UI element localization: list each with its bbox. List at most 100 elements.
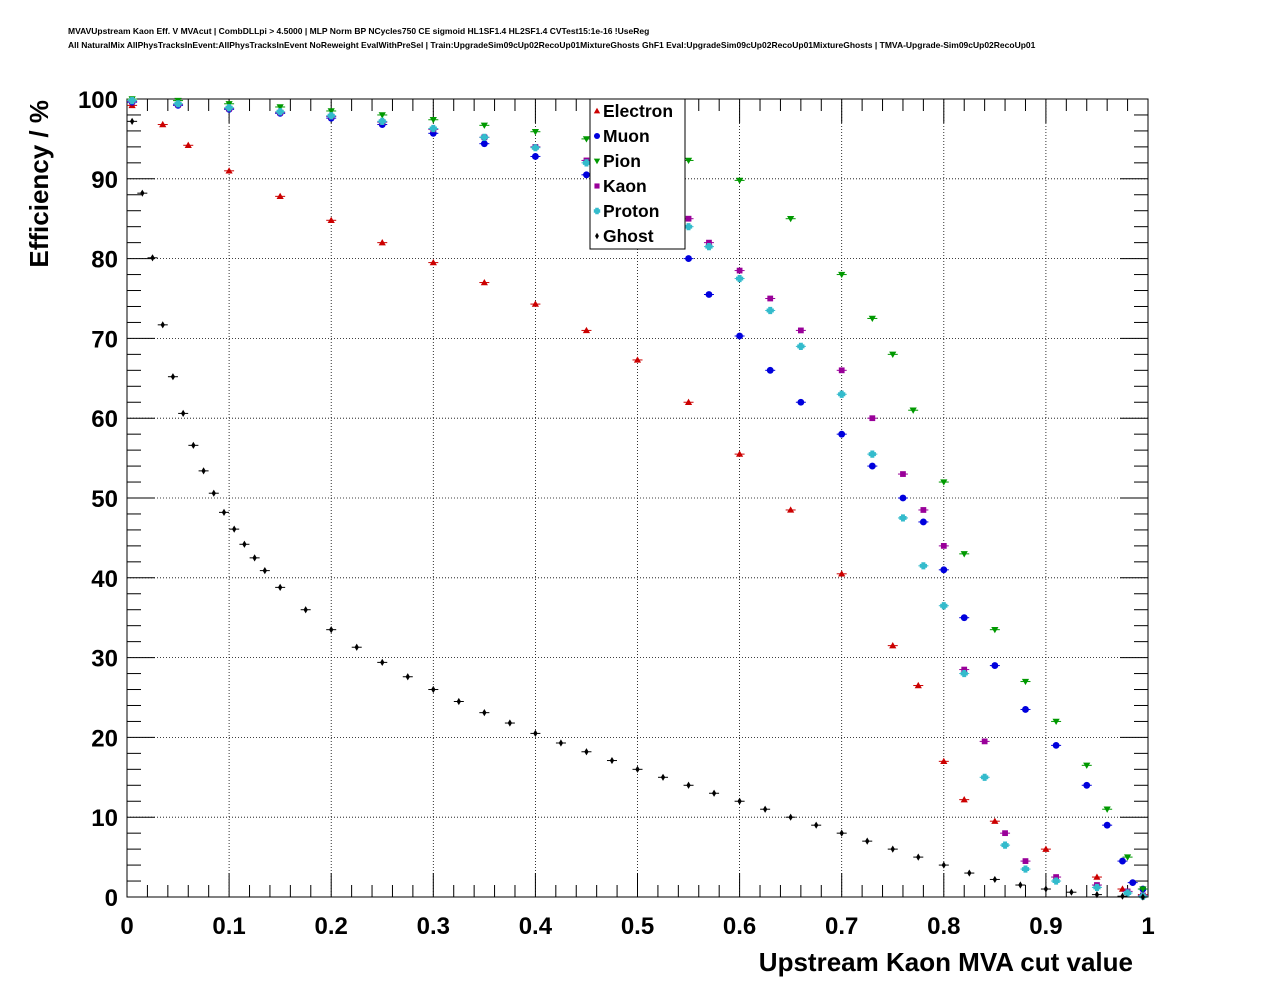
data-point-electron bbox=[531, 300, 539, 307]
y-tick-label: 100 bbox=[78, 87, 118, 114]
data-point-ghost bbox=[1018, 881, 1023, 889]
data-point-ghost bbox=[686, 781, 691, 789]
data-point-electron bbox=[276, 192, 284, 200]
data-point-muon bbox=[1022, 706, 1029, 713]
data-point-ghost bbox=[1120, 892, 1125, 900]
data-point-electron bbox=[736, 450, 744, 457]
data-point-proton bbox=[480, 133, 488, 141]
data-point-ghost bbox=[711, 789, 717, 797]
data-point-muon bbox=[480, 140, 488, 148]
data-point-ghost bbox=[221, 508, 227, 516]
x-tick-label: 1 bbox=[1141, 913, 1154, 940]
data-point-ghost bbox=[329, 626, 334, 634]
data-point-electron bbox=[787, 506, 795, 513]
y-tick-label: 60 bbox=[91, 406, 118, 433]
data-point-electron bbox=[582, 326, 591, 334]
data-point-pion bbox=[1021, 678, 1030, 686]
data-point-kaon bbox=[1002, 830, 1008, 837]
y-tick-labels: 0 10 20 30 40 50 60 70 80 90 100 bbox=[78, 87, 118, 912]
x-tick-label: 0.5 bbox=[621, 913, 654, 940]
data-point-muon bbox=[1103, 821, 1111, 829]
data-point-proton bbox=[981, 773, 989, 781]
data-point-muon bbox=[705, 291, 713, 298]
data-point-muon bbox=[685, 255, 692, 263]
data-point-proton bbox=[960, 669, 968, 678]
data-point-ghost bbox=[1069, 888, 1074, 896]
data-point-ghost bbox=[180, 409, 186, 418]
legend-label-proton: Proton bbox=[603, 201, 659, 221]
data-point-ghost bbox=[354, 643, 359, 651]
legend-label-ghost: Ghost bbox=[603, 226, 654, 246]
data-point-muon bbox=[1129, 879, 1137, 887]
legend-label-pion: Pion bbox=[603, 151, 641, 171]
data-point-ghost bbox=[967, 869, 972, 877]
data-point-muon bbox=[919, 518, 927, 526]
data-point-ghost bbox=[916, 853, 921, 861]
data-point-ghost bbox=[1140, 893, 1146, 901]
data-point-proton bbox=[1021, 865, 1030, 873]
data-point-electron bbox=[327, 216, 335, 223]
x-tick-label: 0.1 bbox=[212, 913, 245, 940]
data-point-kaon bbox=[1022, 858, 1029, 864]
data-point-electron bbox=[1118, 885, 1127, 892]
data-point-pion bbox=[960, 551, 968, 558]
data-point-ghost bbox=[507, 719, 513, 727]
data-point-electron bbox=[225, 167, 233, 174]
data-point-pion bbox=[1139, 886, 1147, 893]
data-point-ghost bbox=[1043, 885, 1049, 893]
y-axis-title: Efficiency / % bbox=[24, 100, 54, 268]
data-point-pion bbox=[531, 129, 539, 136]
data-point-proton bbox=[174, 100, 182, 108]
data-point-pion bbox=[889, 351, 897, 358]
data-point-pion bbox=[582, 136, 591, 143]
data-point-pion bbox=[868, 315, 876, 323]
x-tick-label: 0.7 bbox=[825, 913, 858, 940]
data-point-kaon bbox=[685, 215, 692, 222]
legend-marker-pion bbox=[593, 158, 601, 165]
data-point-kaon bbox=[1053, 874, 1059, 880]
data-point-pion bbox=[276, 104, 284, 111]
x-tick-label: 0.3 bbox=[417, 913, 450, 940]
y-tick-label: 50 bbox=[91, 486, 118, 513]
data-point-ghost bbox=[584, 748, 589, 756]
x-tick-label: 0.6 bbox=[723, 913, 756, 940]
data-point-ghost bbox=[303, 606, 308, 614]
x-axis-title: Upstream Kaon MVA cut value bbox=[759, 947, 1133, 977]
data-point-pion bbox=[429, 117, 437, 124]
data-point-muon bbox=[960, 614, 968, 622]
data-point-ghost bbox=[456, 697, 461, 706]
data-point-proton bbox=[684, 223, 693, 231]
y-tick-label: 20 bbox=[91, 725, 118, 752]
x-tick-label: 0.2 bbox=[315, 913, 348, 940]
data-point-pion bbox=[480, 122, 488, 129]
data-point-kaon bbox=[706, 239, 712, 246]
data-point-ghost bbox=[660, 773, 666, 781]
series-proton bbox=[127, 96, 1148, 900]
data-point-kaon bbox=[920, 507, 927, 513]
data-point-proton bbox=[1001, 841, 1009, 849]
data-point-proton bbox=[919, 562, 927, 570]
data-point-ghost bbox=[150, 254, 155, 262]
data-point-kaon bbox=[736, 267, 743, 274]
data-point-electron bbox=[889, 642, 897, 649]
x-tick-label: 0 bbox=[120, 913, 133, 940]
data-point-electron bbox=[378, 239, 386, 246]
data-point-muon bbox=[766, 366, 774, 374]
legend-marker-muon bbox=[593, 132, 601, 140]
data-point-ghost bbox=[1094, 891, 1100, 899]
data-point-proton bbox=[1052, 877, 1060, 885]
y-tick-label: 0 bbox=[105, 885, 118, 912]
data-point-electron bbox=[1042, 845, 1050, 852]
data-point-proton bbox=[378, 117, 386, 125]
data-point-pion bbox=[1123, 854, 1132, 861]
data-point-pion bbox=[991, 626, 999, 634]
data-point-kaon bbox=[961, 666, 968, 673]
data-point-proton bbox=[582, 159, 591, 167]
data-point-ghost bbox=[865, 837, 870, 845]
data-point-kaon bbox=[940, 543, 947, 549]
data-point-proton bbox=[1093, 883, 1101, 892]
data-point-ghost bbox=[609, 756, 615, 765]
data-point-muon bbox=[1052, 741, 1060, 749]
data-point-pion bbox=[909, 407, 917, 414]
data-point-ghost bbox=[737, 797, 742, 805]
